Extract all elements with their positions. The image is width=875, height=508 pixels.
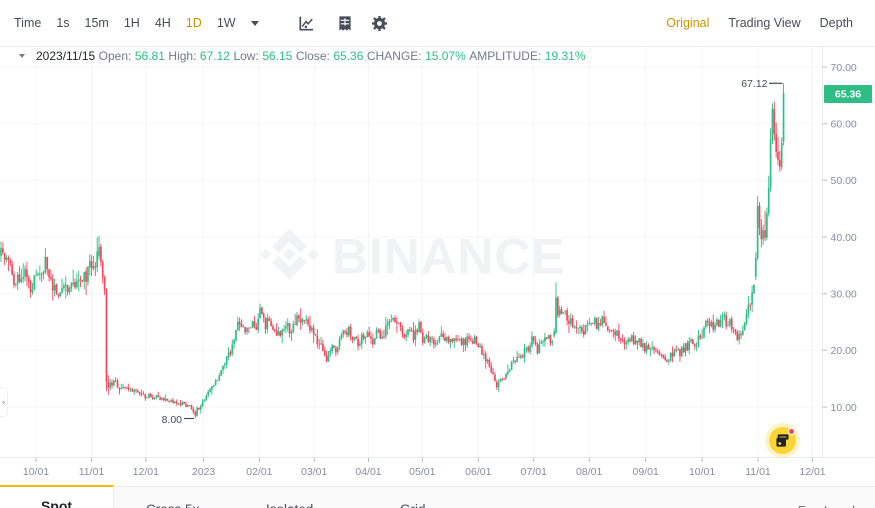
svg-text:11/01: 11/01: [745, 466, 771, 478]
svg-text:10/01: 10/01: [23, 466, 49, 478]
svg-text:8.00: 8.00: [162, 414, 183, 426]
svg-text:09/01: 09/01: [633, 466, 659, 478]
svg-text:02/01: 02/01: [246, 466, 272, 478]
svg-text:70.00: 70.00: [831, 62, 857, 74]
svg-text:05/01: 05/01: [409, 466, 435, 478]
svg-text:06/01: 06/01: [465, 466, 491, 478]
svg-text:2023: 2023: [192, 466, 216, 478]
svg-text:03/01: 03/01: [301, 466, 327, 478]
svg-text:12/01: 12/01: [799, 466, 825, 478]
svg-text:20.00: 20.00: [831, 345, 857, 357]
svg-text:65.36: 65.36: [835, 89, 861, 101]
svg-text:10/01: 10/01: [689, 466, 715, 478]
svg-text:40.00: 40.00: [831, 232, 857, 244]
svg-text:11/01: 11/01: [79, 466, 105, 478]
svg-text:30.00: 30.00: [831, 289, 857, 301]
svg-text:50.00: 50.00: [831, 175, 857, 187]
svg-text:12/01: 12/01: [133, 466, 159, 478]
svg-text:60.00: 60.00: [831, 119, 857, 131]
svg-text:10.00: 10.00: [831, 402, 857, 414]
svg-text:BINANCE: BINANCE: [332, 229, 565, 285]
svg-text:67.12: 67.12: [741, 78, 767, 90]
svg-text:04/01: 04/01: [355, 466, 381, 478]
svg-text:08/01: 08/01: [576, 466, 602, 478]
svg-text:07/01: 07/01: [521, 466, 547, 478]
